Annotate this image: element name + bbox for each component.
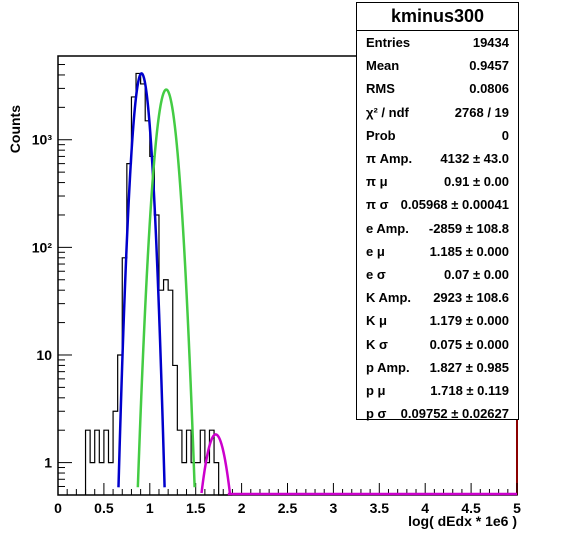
fit-curve-p	[200, 433, 232, 494]
x-tick-label: 5	[513, 500, 521, 516]
stats-label: K Amp.	[366, 290, 412, 306]
stats-label: RMS	[366, 81, 395, 97]
stats-title: kminus300	[357, 3, 518, 31]
stats-label: p σ	[366, 406, 387, 422]
stats-value: -2859 ± 108.8	[428, 220, 509, 236]
x-tick-label: 2.5	[278, 500, 298, 516]
stats-label: p Amp.	[366, 359, 410, 375]
stats-row: e Amp. -2859 ± 108.8	[357, 217, 518, 240]
stats-value: 0.075 ± 0.000	[429, 336, 509, 352]
x-tick-label: 0.5	[94, 500, 114, 516]
stats-row: χ² / ndf 2768 / 19	[357, 101, 518, 124]
x-tick-label: 3	[330, 500, 338, 516]
x-tick-label: 0	[54, 500, 62, 516]
stats-row: Mean 0.9457	[357, 54, 518, 77]
stats-row: π σ 0.05968 ± 0.00041	[357, 193, 518, 216]
stats-label: Entries	[366, 35, 411, 51]
x-tick-label: 3.5	[370, 500, 390, 516]
stats-row: K μ 1.179 ± 0.000	[357, 309, 518, 332]
fit-curve-pi	[117, 72, 166, 488]
y-axis-title: Counts	[7, 105, 23, 153]
stats-value: 1.185 ± 0.000	[429, 243, 509, 259]
stats-row: Prob 0	[357, 124, 518, 147]
stats-row: K σ 0.075 ± 0.000	[357, 332, 518, 355]
stats-label: K μ	[366, 313, 387, 329]
stats-row: π μ 0.91 ± 0.00	[357, 170, 518, 193]
x-tick-label: 4.5	[461, 500, 481, 516]
x-tick-label: 2	[238, 500, 246, 516]
stats-value: 0.9457	[469, 58, 509, 74]
stats-row: p Amp. 1.827 ± 0.985	[357, 356, 518, 379]
stats-value: 0.07 ± 0.00	[444, 266, 509, 282]
stats-label: Mean	[366, 58, 400, 74]
stats-label: e μ	[366, 243, 385, 259]
x-axis: 0 0.5 1 1.5 2 2.5 3 3.5 4 4.5 5	[54, 483, 521, 516]
stats-label: π Amp.	[366, 151, 413, 167]
stats-value: 4132 ± 43.0	[440, 151, 509, 167]
stats-value: 1.179 ± 0.000	[429, 313, 509, 329]
stats-label: Prob	[366, 127, 396, 143]
stats-value: 0.0806	[469, 81, 509, 97]
stats-value: 0.05968 ± 0.00041	[400, 197, 509, 213]
stats-value: 1.718 ± 0.119	[430, 382, 509, 398]
stats-row: e σ 0.07 ± 0.00	[357, 263, 518, 286]
stats-box: kminus300 Entries 19434 Mean 0.9457 RMS 0.080…	[356, 2, 519, 421]
y-axis: 1 10 10² 10³	[32, 55, 72, 487]
y-tick-label: 10³	[32, 132, 53, 148]
stats-value: 0	[501, 127, 509, 143]
stats-row: p σ 0.09752 ± 0.02627	[357, 402, 518, 425]
y-tick-label: 10²	[32, 239, 53, 255]
stats-row: e μ 1.185 ± 0.000	[357, 240, 518, 263]
stats-row: K Amp. 2923 ± 108.6	[357, 286, 518, 309]
stats-label: p μ	[366, 382, 386, 398]
stats-row: RMS 0.0806	[357, 77, 518, 100]
stats-label: π σ	[366, 197, 389, 213]
y-tick-label: 1	[44, 455, 52, 471]
y-tick-label: 10	[36, 347, 52, 363]
stats-label: π μ	[366, 174, 388, 190]
stats-label: χ² / ndf	[366, 104, 409, 120]
x-tick-label: 1	[146, 500, 154, 516]
stats-value: 2768 / 19	[454, 104, 509, 120]
stats-value: 2923 ± 108.6	[433, 290, 509, 306]
x-tick-label: 1.5	[186, 500, 206, 516]
stats-label: e Amp.	[366, 220, 409, 236]
stats-value: 0.09752 ± 0.02627	[400, 406, 509, 422]
fit-curve-k	[136, 88, 196, 488]
stats-label: e σ	[366, 266, 386, 282]
stats-value: 1.827 ± 0.985	[429, 359, 509, 375]
stats-value: 0.91 ± 0.00	[444, 174, 509, 190]
x-axis-title: log( dEdx * 1e6 )	[408, 513, 517, 529]
x-tick-label: 4	[421, 500, 429, 516]
stats-row: p μ 1.718 ± 0.119	[357, 379, 518, 402]
stats-label: K σ	[366, 336, 388, 352]
stats-row: π Amp. 4132 ± 43.0	[357, 147, 518, 170]
fit-curves	[117, 72, 517, 496]
stats-value: 19434	[472, 35, 509, 51]
stats-row: Entries 19434	[357, 31, 518, 54]
